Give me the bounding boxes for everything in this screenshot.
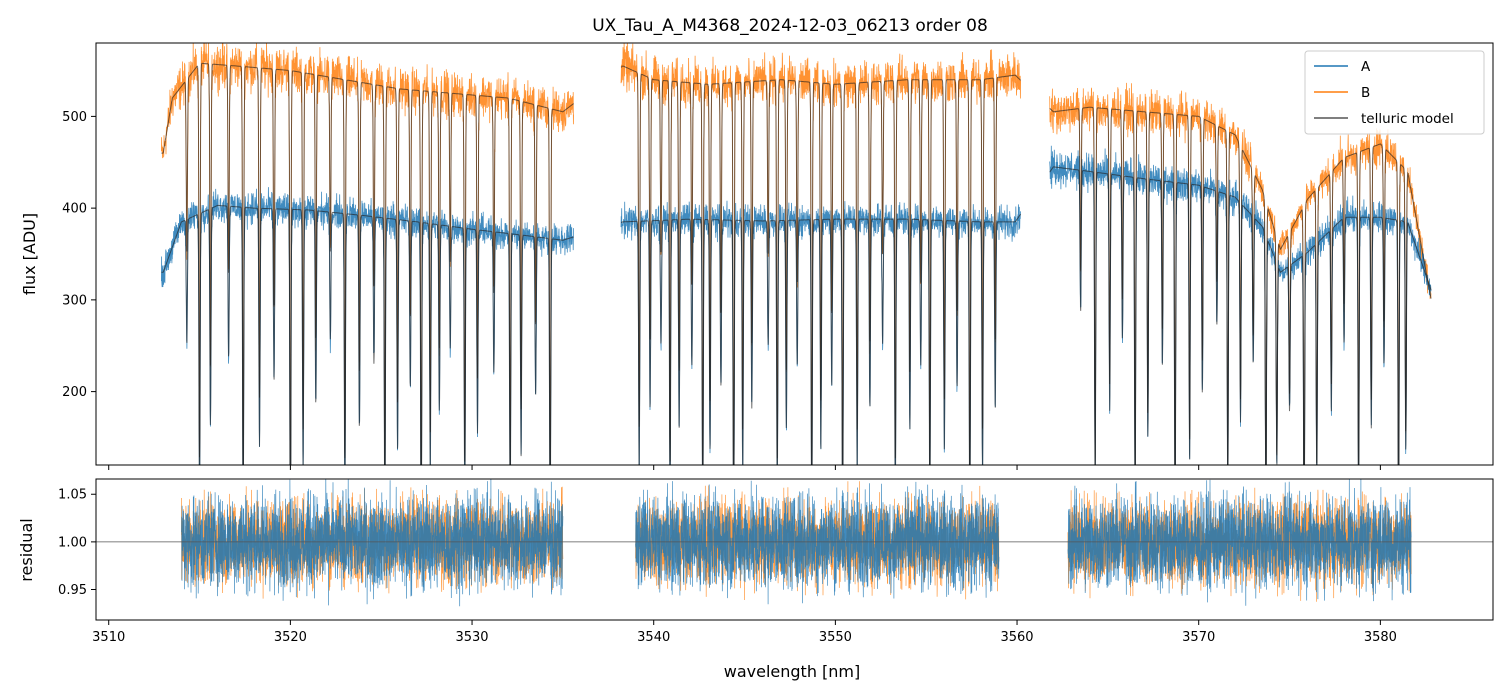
- legend-label-b: B: [1361, 85, 1370, 101]
- x-tick-label: 3570: [1182, 630, 1215, 645]
- residual-y-axis-label: residual: [17, 518, 36, 581]
- residual-y-tick-label: 1.05: [58, 488, 87, 503]
- flux-y-tick-label: 500: [62, 110, 87, 125]
- residual-x-ticks: 3510 3520 3530 3540 3550 3560 3570 3580: [92, 620, 1397, 645]
- telluric-model-a-line: [161, 166, 1432, 465]
- legend-label-telluric: telluric model: [1361, 111, 1454, 127]
- flux-x-ticks: [108, 465, 1381, 470]
- residual-y-tick-label: 1.00: [58, 535, 87, 550]
- x-tick-label: 3550: [819, 630, 852, 645]
- legend-label-a: A: [1361, 59, 1371, 75]
- x-tick-label: 3540: [637, 630, 670, 645]
- residual-series-group: [96, 479, 1493, 607]
- flux-y-tick-label: 400: [62, 202, 87, 217]
- flux-y-tick-label: 200: [62, 385, 87, 400]
- flux-y-axis-label: flux [ADU]: [20, 213, 39, 295]
- flux-series-group: [161, 43, 1432, 465]
- legend: A B telluric model: [1304, 50, 1485, 135]
- x-axis-label: wavelength [nm]: [724, 662, 861, 681]
- legend-box: [1304, 50, 1485, 135]
- x-tick-label: 3530: [455, 630, 488, 645]
- flux-y-tick-label: 300: [62, 293, 87, 308]
- residual-series-a-line: [181, 479, 1412, 607]
- x-tick-label: 3520: [274, 630, 307, 645]
- residual-y-tick-label: 0.95: [58, 583, 87, 598]
- chart-title: UX_Tau_A_M4368_2024-12-03_06213 order 08: [592, 16, 988, 36]
- x-tick-label: 3580: [1364, 630, 1397, 645]
- flux-panel-frame: [95, 42, 1494, 466]
- x-tick-label: 3510: [92, 630, 125, 645]
- flux-panel: 200 300 400 500 flux [ADU] A B telluric mod…: [20, 42, 1494, 470]
- x-tick-label: 3560: [1000, 630, 1033, 645]
- residual-panel-frame: [95, 478, 1494, 621]
- flux-y-ticks: 200 300 400 500: [62, 110, 96, 400]
- residual-y-ticks: 0.95 1.00 1.05: [58, 488, 96, 598]
- residual-panel: 0.95 1.00 1.05 3510 3520 3530 3540 3550 3560 357…: [17, 478, 1494, 681]
